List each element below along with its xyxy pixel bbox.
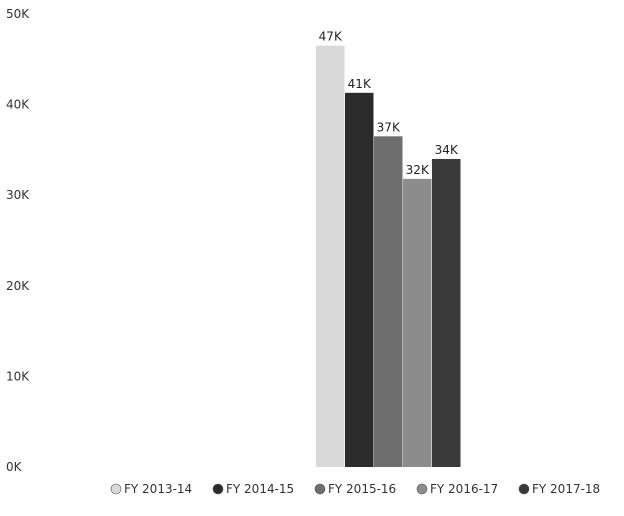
y-tick-label: 10K: [6, 369, 30, 383]
bar[interactable]: [403, 178, 432, 467]
legend-item[interactable]: FY 2015-16: [314, 482, 396, 496]
y-tick-label: 0K: [6, 460, 23, 474]
legend-item[interactable]: FY 2016-17: [416, 482, 498, 496]
legend: FY 2013-14 FY 2014-15 FY 2015-16 FY 2016-17…: [110, 482, 600, 496]
y-tick-label: 20K: [6, 279, 30, 293]
legend-marker-icon: [212, 483, 224, 495]
bar-data-label: 32K: [406, 163, 430, 177]
bar[interactable]: [374, 136, 403, 467]
legend-marker-icon: [314, 483, 326, 495]
bars-group: [316, 45, 461, 468]
legend-label: FY 2015-16: [328, 482, 396, 496]
legend-marker-icon: [518, 483, 530, 495]
bar-data-label: 41K: [348, 77, 372, 91]
y-tick-label: 40K: [6, 98, 30, 112]
bar[interactable]: [316, 45, 345, 468]
legend-item[interactable]: FY 2013-14: [110, 482, 192, 496]
legend-item[interactable]: FY 2014-15: [212, 482, 294, 496]
y-tick-label: 50K: [6, 7, 30, 21]
bar[interactable]: [345, 92, 374, 468]
bar-data-label: 37K: [377, 120, 401, 134]
legend-label: FY 2013-14: [124, 482, 192, 496]
legend-label: FY 2016-17: [430, 482, 498, 496]
bar-labels-group: 47K 41K 37K 32K 34K: [319, 30, 459, 177]
legend-label: FY 2017-18: [532, 482, 600, 496]
legend-label: FY 2014-15: [226, 482, 294, 496]
bar-data-label: 34K: [435, 143, 459, 157]
legend-item[interactable]: FY 2017-18: [518, 482, 600, 496]
y-axis: 0K 10K 20K 30K 40K 50K: [6, 7, 30, 474]
bar[interactable]: [432, 158, 461, 467]
legend-marker-icon: [416, 483, 428, 495]
y-tick-label: 30K: [6, 188, 30, 202]
legend-marker-icon: [110, 483, 122, 495]
bar-data-label: 47K: [319, 30, 343, 44]
